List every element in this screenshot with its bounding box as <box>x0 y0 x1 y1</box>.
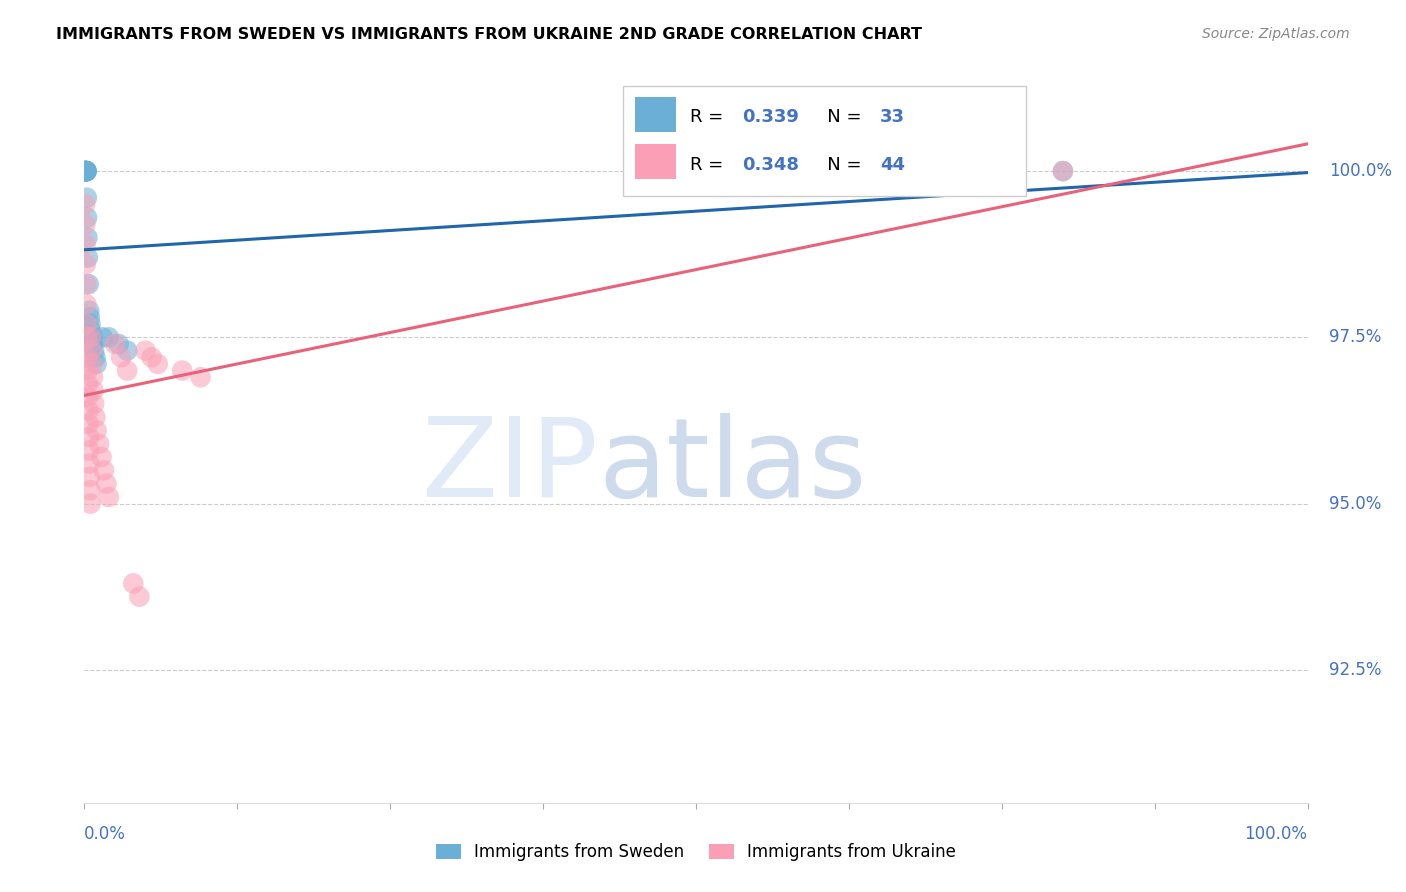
Point <box>122 576 145 591</box>
Point <box>90 450 112 464</box>
Point <box>77 277 100 292</box>
Point <box>76 351 98 365</box>
Legend: Immigrants from Sweden, Immigrants from Ukraine: Immigrants from Sweden, Immigrants from … <box>429 837 963 868</box>
Point <box>80 343 103 358</box>
Text: 0.0%: 0.0% <box>84 825 127 843</box>
Point <box>83 343 105 358</box>
Point <box>91 330 114 344</box>
Text: N =: N = <box>810 156 868 174</box>
Text: 95.0%: 95.0% <box>1329 494 1381 513</box>
Point <box>75 257 97 271</box>
Point <box>75 164 97 178</box>
Point <box>75 164 97 178</box>
Text: R =: R = <box>690 156 730 174</box>
Point <box>84 410 107 425</box>
Text: 100.0%: 100.0% <box>1244 825 1308 843</box>
Point <box>75 217 97 231</box>
Point <box>82 370 104 384</box>
Point <box>75 164 97 178</box>
Point <box>75 297 97 311</box>
Point <box>75 277 97 292</box>
Point <box>141 351 163 365</box>
Point <box>107 337 129 351</box>
Text: 0.339: 0.339 <box>742 108 799 126</box>
Point <box>77 403 100 417</box>
Point <box>75 164 97 178</box>
Point <box>79 457 101 471</box>
Text: atlas: atlas <box>598 413 866 520</box>
Point <box>77 430 100 444</box>
Point <box>97 490 120 504</box>
Point <box>83 384 105 398</box>
Point <box>76 164 98 178</box>
Point <box>76 164 98 178</box>
Point <box>76 363 98 377</box>
Text: 44: 44 <box>880 156 905 174</box>
Point <box>76 191 98 205</box>
Point <box>76 230 98 244</box>
Point <box>115 363 138 377</box>
Point <box>96 476 118 491</box>
Point <box>172 363 194 377</box>
Text: 97.5%: 97.5% <box>1329 328 1381 346</box>
Point <box>77 443 100 458</box>
Point <box>115 343 138 358</box>
Point <box>76 317 98 331</box>
Point <box>80 324 103 338</box>
Point <box>77 417 100 431</box>
Point <box>79 470 101 484</box>
Point <box>75 164 97 178</box>
Point <box>75 164 97 178</box>
Point <box>79 483 101 498</box>
Point <box>135 343 157 358</box>
Text: 92.5%: 92.5% <box>1329 661 1381 679</box>
Point <box>76 330 98 344</box>
Point <box>146 357 169 371</box>
Point <box>76 211 98 225</box>
Point <box>93 463 115 477</box>
Point <box>86 424 108 438</box>
Point <box>79 497 101 511</box>
Point <box>79 310 101 325</box>
Point <box>75 197 97 211</box>
Point <box>75 164 97 178</box>
Point <box>77 303 100 318</box>
Point <box>79 317 101 331</box>
Text: ZIP: ZIP <box>422 413 598 520</box>
Text: 33: 33 <box>880 108 905 126</box>
Point <box>82 330 104 344</box>
Point <box>86 357 108 371</box>
Point <box>1052 164 1074 178</box>
Point <box>84 351 107 365</box>
Point <box>82 357 104 371</box>
Text: 100.0%: 100.0% <box>1329 162 1392 180</box>
Point <box>76 376 98 391</box>
Point <box>76 251 98 265</box>
Point <box>190 370 212 384</box>
Point <box>75 164 97 178</box>
Point <box>75 237 97 252</box>
Point <box>82 337 104 351</box>
Point <box>80 330 103 344</box>
Point <box>83 397 105 411</box>
Point <box>1052 164 1074 178</box>
Point <box>104 337 127 351</box>
Text: 0.348: 0.348 <box>742 156 799 174</box>
Text: N =: N = <box>810 108 868 126</box>
Text: R =: R = <box>690 108 730 126</box>
Point <box>75 164 97 178</box>
Point <box>75 164 97 178</box>
Point <box>75 164 97 178</box>
Point <box>77 390 100 404</box>
Point <box>87 436 110 450</box>
Point <box>128 590 150 604</box>
Text: IMMIGRANTS FROM SWEDEN VS IMMIGRANTS FROM UKRAINE 2ND GRADE CORRELATION CHART: IMMIGRANTS FROM SWEDEN VS IMMIGRANTS FRO… <box>56 27 922 42</box>
Point <box>73 164 96 178</box>
Point <box>97 330 120 344</box>
Point <box>110 351 132 365</box>
Text: Source: ZipAtlas.com: Source: ZipAtlas.com <box>1202 27 1350 41</box>
